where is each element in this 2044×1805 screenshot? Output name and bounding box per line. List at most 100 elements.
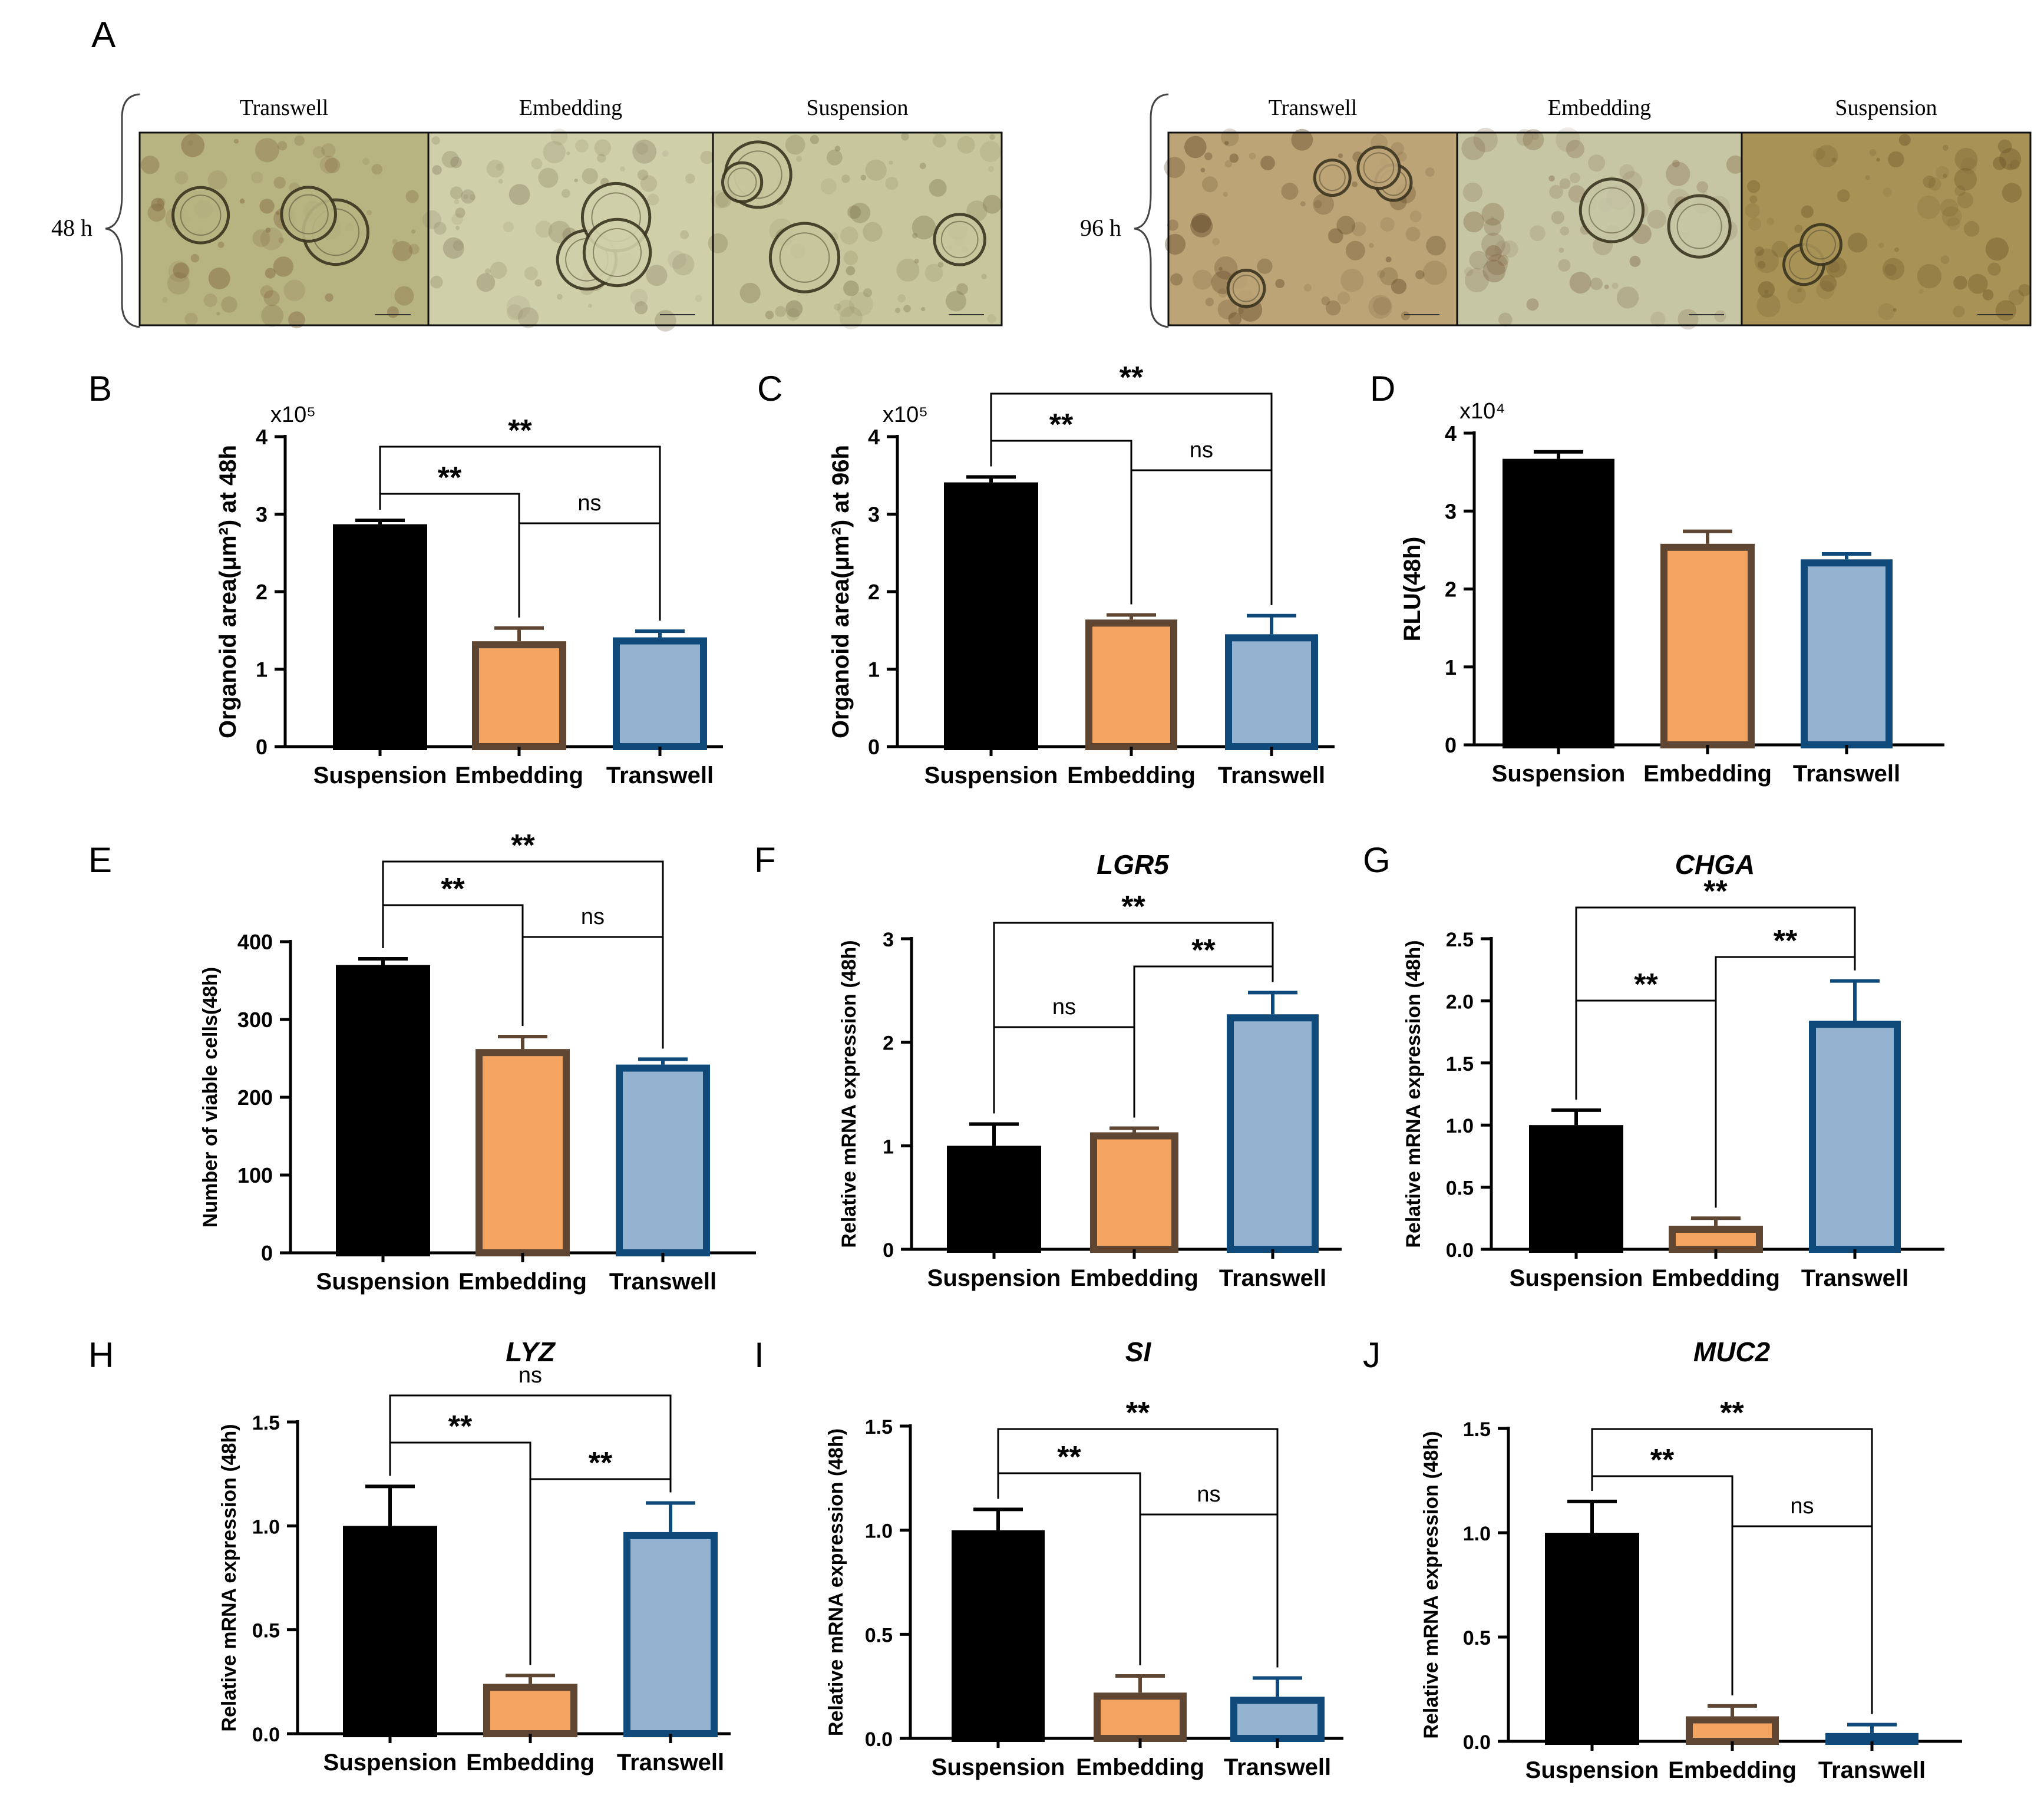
cell-debris [1549,184,1563,199]
cell-debris [461,189,475,204]
cell-debris [1941,206,1962,227]
x-tick-label: Transwell [1801,1265,1908,1291]
cell-debris [929,179,947,197]
x-tick-label: Embedding [466,1750,595,1776]
cell-debris [1352,181,1358,187]
cell-debris [1953,275,1967,290]
cell-debris [685,173,695,184]
cell-debris [635,301,648,315]
cell-debris [278,141,288,151]
cell-debris [188,140,194,146]
x-tick-label: Transwell [1224,1754,1331,1780]
significance-label: ns [581,905,605,929]
cell-debris [1954,147,1978,171]
cell-debris [1368,295,1392,319]
cell-debris [1590,278,1603,291]
cell-debris [325,157,341,173]
cell-debris [979,141,1001,162]
time-label: 48 h [51,215,93,241]
cell-debris [1820,275,1837,292]
cell-debris [1485,245,1502,262]
y-tick-label: 0.5 [865,1624,893,1646]
cell-debris [507,304,523,321]
cell-debris [1749,195,1758,203]
cell-debris [1883,187,1892,197]
chart-title: LGR5 [1097,849,1170,880]
chart-g: G CHGA 0.0 0.5 1.0 1.5 2.0 2.5 Relative mRNA exp… [1363,840,1944,1291]
chart-f: F LGR5 0 1 2 3 Relative mRNA expression (48h) S… [754,840,1342,1291]
bar [1545,1533,1639,1745]
cell-debris [1336,216,1356,235]
cell-debris [1257,258,1273,274]
cell-debris [1837,189,1850,202]
x-tick-label: Suspension [1525,1757,1659,1783]
bar [483,1684,577,1738]
cell-debris [1461,136,1485,160]
cell-debris [1666,161,1690,186]
chart-h: H LYZ 0.0 0.5 1.0 1.5 Relative mRNA expression… [88,1335,731,1776]
chart-title: SI [1125,1337,1152,1367]
y-tick-label: 1 [256,658,268,682]
cell-debris [1501,240,1518,258]
x-tick-label: Suspension [1492,761,1626,787]
cell-debris [392,240,413,262]
organoid-lumen [593,228,642,277]
cell-debris [1647,209,1666,229]
cell-debris [1221,128,1239,147]
cell-debris [432,165,442,175]
cell-debris [259,199,275,214]
cell-debris [1217,299,1237,319]
cell-debris [1164,233,1186,255]
cell-debris [1494,240,1511,256]
bar [1225,634,1318,750]
cell-debris [919,163,926,169]
cell-debris [655,310,676,332]
y-axis-label: Relative mRNA expression (48h) [838,940,860,1248]
cell-debris [630,288,648,306]
bar [1801,559,1893,748]
x-tick-label: Transwell [606,763,714,788]
cell-debris [1888,151,1904,168]
cell-debris [1551,211,1564,225]
cell-debris [450,156,462,169]
x-tick-label: Embedding [1652,1265,1780,1291]
x-tick-label: Suspension [932,1754,1065,1780]
x-tick-label: Embedding [455,763,583,788]
organoid-lumen [1806,229,1836,260]
x-tick-label: Embedding [458,1269,587,1295]
organoid [1579,177,1645,243]
cell-debris [921,306,926,312]
bar [1090,1132,1178,1253]
bar [944,482,1038,751]
time-bracket [105,93,140,328]
x-tick-label: Suspension [323,1750,457,1776]
y-tick-label: 2 [868,580,880,604]
cell-debris [181,133,205,157]
cell-debris [841,174,850,183]
cell-debris [912,233,918,239]
cell-debris [843,250,858,266]
cell-debris [265,268,276,279]
cell-debris [263,290,280,306]
y-tick-label: 2 [1445,578,1457,602]
significance-label: ** [1650,1443,1675,1477]
bar [1825,1733,1918,1745]
cell-debris [1351,222,1366,236]
image-label: Transwell [240,95,329,120]
cell-debris [1918,289,1924,295]
cell-debris [820,178,837,194]
cell-debris [1218,288,1228,298]
panel-letter: F [754,840,776,880]
y-tick-label: 0.5 [1446,1177,1474,1200]
cell-debris [233,138,239,144]
cell-debris [668,250,686,269]
significance-label: ns [519,1363,542,1388]
cell-debris [430,275,443,289]
y-tick-label: 0.5 [252,1620,280,1642]
panel-letter: E [88,840,112,880]
cell-debris [260,227,283,250]
cell-debris [283,279,305,301]
bar [336,965,430,1256]
cell-debris [162,297,168,302]
cell-debris [1815,145,1838,167]
